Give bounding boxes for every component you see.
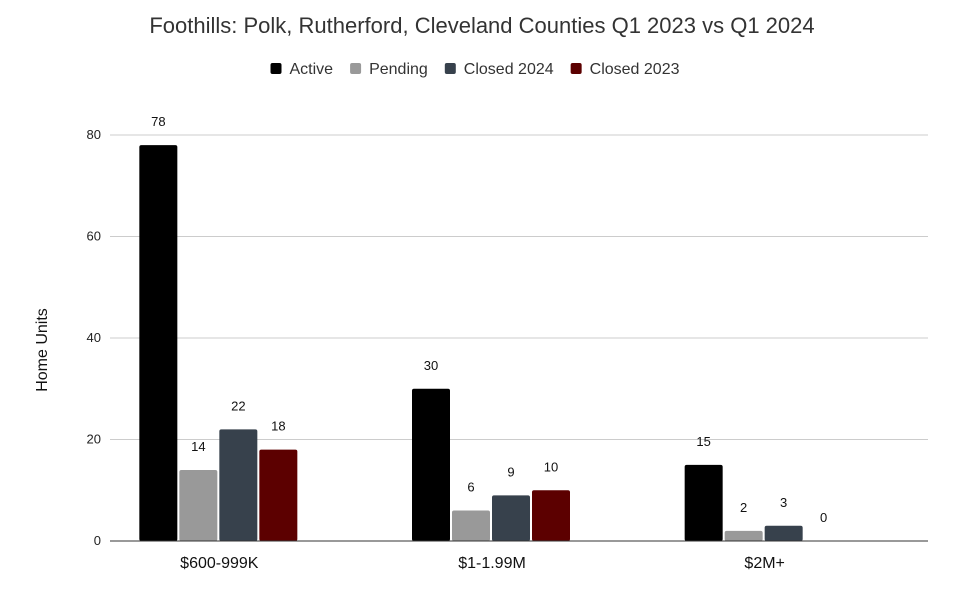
x-category-label: $600-999K [180, 555, 259, 572]
data-label: 9 [507, 464, 514, 479]
bars [139, 145, 803, 541]
data-label: 14 [191, 439, 205, 454]
data-label: 2 [740, 500, 747, 515]
legend-label: Pending [369, 61, 428, 78]
data-label: 0 [820, 510, 827, 525]
y-axis-ticks: 0 20 40 60 80 [87, 127, 101, 548]
bar-closed-2023 [532, 490, 570, 541]
bar-closed-2023 [259, 449, 298, 541]
gridlines [110, 134, 928, 440]
data-label: 6 [467, 480, 474, 495]
legend-item: Closed 2024 [444, 61, 554, 78]
legend-swatch [270, 63, 282, 74]
legend-item: Pending [350, 61, 428, 78]
legend-label: Closed 2023 [590, 61, 680, 78]
legend-label: Closed 2024 [464, 61, 554, 78]
legend-label: Active [290, 61, 334, 78]
y-tick-label: 60 [87, 229, 101, 244]
y-axis-label: Home Units [34, 308, 51, 392]
data-label: 3 [780, 495, 787, 510]
bar-pending [452, 510, 490, 541]
legend-item: Closed 2023 [570, 61, 680, 78]
bar-pending [724, 530, 763, 541]
data-label: 22 [231, 398, 245, 413]
y-tick-label: 80 [87, 127, 101, 142]
legend-swatch [444, 63, 456, 74]
x-category-label: $2M+ [744, 555, 784, 572]
x-category-label: $1-1.99M [458, 555, 526, 572]
bar-active [684, 464, 723, 541]
data-label: 30 [424, 358, 438, 373]
data-label: 15 [696, 434, 710, 449]
data-label: 18 [271, 419, 285, 434]
x-axis-categories: $600-999K $1-1.99M $2M+ [180, 555, 785, 572]
legend: Active Pending Closed 2024 Closed 2023 [270, 61, 680, 78]
y-tick-label: 20 [87, 432, 101, 447]
y-tick-label: 0 [94, 533, 101, 548]
bar-closed-2024 [764, 525, 803, 541]
y-tick-label: 40 [87, 330, 101, 345]
bar-closed-2024 [219, 429, 258, 541]
chart-title: Foothills: Polk, Rutherford, Cleveland C… [149, 13, 814, 38]
bar-closed-2024 [492, 495, 530, 541]
data-label: 10 [544, 459, 558, 474]
legend-swatch [570, 63, 582, 74]
legend-item: Active [270, 61, 334, 78]
bar-active [412, 388, 450, 541]
data-label: 78 [151, 114, 165, 129]
bar-pending [179, 469, 218, 541]
bar-active [139, 145, 178, 541]
legend-swatch [350, 63, 362, 74]
